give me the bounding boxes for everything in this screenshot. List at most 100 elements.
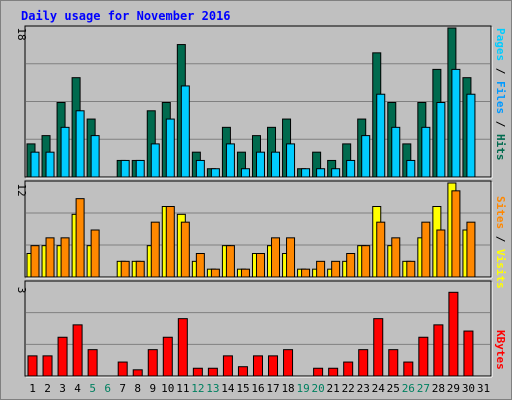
- bar-files: [90, 135, 100, 178]
- bar-sites: [60, 237, 70, 278]
- bar-files: [421, 126, 431, 178]
- bar-sites: [135, 260, 145, 278]
- x-tick-label: 4: [74, 382, 81, 395]
- bar-sites: [30, 245, 40, 278]
- bar-sites: [466, 221, 476, 278]
- bar-kbytes: [72, 324, 83, 377]
- bar-kbytes: [162, 336, 173, 377]
- legend-label: Sites / Visits: [494, 196, 507, 289]
- x-tick-label: 12: [191, 382, 204, 395]
- bar-kbytes: [222, 355, 233, 377]
- bar-sites: [210, 268, 220, 278]
- bar-kbytes: [433, 324, 444, 377]
- x-tick-label: 19: [296, 382, 309, 395]
- bar-sites: [180, 221, 190, 278]
- bar-kbytes: [343, 361, 354, 377]
- bar-sites: [150, 221, 160, 278]
- bar-files: [60, 126, 70, 178]
- bar-kbytes: [147, 349, 158, 377]
- bar-kbytes: [237, 366, 248, 377]
- x-tick-label: 5: [89, 382, 96, 395]
- bar-kbytes: [328, 367, 339, 377]
- x-tick-label: 11: [176, 382, 189, 395]
- bar-files: [75, 110, 85, 178]
- bar-files: [180, 85, 190, 178]
- x-tick-label: 23: [357, 382, 370, 395]
- bar-files: [406, 159, 416, 178]
- bar-files: [391, 126, 401, 178]
- x-tick-label: 26: [402, 382, 415, 395]
- x-tick-label: 21: [327, 382, 340, 395]
- bar-kbytes: [27, 355, 38, 377]
- bar-files: [135, 159, 145, 178]
- bar-kbytes: [57, 336, 68, 377]
- bar-sites: [195, 253, 205, 278]
- legend-visits: Visits: [494, 249, 507, 289]
- bar-kbytes: [463, 330, 474, 377]
- bar-sites: [225, 245, 235, 278]
- x-tick-label: 14: [221, 382, 235, 395]
- x-tick-label: 30: [462, 382, 475, 395]
- bar-files: [255, 151, 265, 178]
- bar-files: [316, 168, 326, 178]
- x-tick-label: 8: [134, 382, 141, 395]
- bar-kbytes: [192, 367, 203, 377]
- y-max-label: 12: [15, 183, 28, 196]
- bar-files: [240, 168, 250, 178]
- bar-files: [436, 102, 446, 178]
- x-tick-label: 13: [206, 382, 219, 395]
- bar-files: [165, 118, 175, 178]
- legend-sep: /: [494, 61, 507, 81]
- bar-files: [286, 143, 296, 178]
- legend-label: KBytes: [494, 330, 507, 370]
- bar-sites: [421, 221, 431, 278]
- x-tick-label: 27: [417, 382, 430, 395]
- bar-sites: [406, 260, 416, 278]
- bar-kbytes: [132, 369, 143, 377]
- legend-pages: Pages: [494, 28, 507, 61]
- bar-sites: [286, 237, 296, 278]
- bar-kbytes: [177, 318, 188, 377]
- bar-files: [466, 93, 476, 178]
- x-tick-label: 31: [477, 382, 490, 395]
- x-tick-label: 3: [59, 382, 66, 395]
- chart-title: Daily usage for November 2016: [21, 9, 231, 23]
- bar-sites: [240, 268, 250, 278]
- legend-sep: /: [494, 229, 507, 249]
- bar-files: [301, 168, 311, 178]
- bar-sites: [165, 206, 175, 278]
- y-max-label: 3: [15, 287, 28, 294]
- bar-kbytes: [207, 367, 218, 377]
- bar-files: [195, 159, 205, 178]
- bar-kbytes: [117, 361, 128, 377]
- bar-files: [376, 93, 386, 178]
- y-max-label: 18: [15, 27, 28, 40]
- x-tick-label: 28: [432, 382, 445, 395]
- bar-kbytes: [268, 355, 279, 377]
- legend-sites: Sites: [494, 196, 507, 229]
- bar-kbytes: [403, 361, 414, 377]
- x-tick-label: 24: [372, 382, 386, 395]
- bar-sites: [75, 198, 85, 278]
- x-tick-label: 18: [281, 382, 294, 395]
- bar-sites: [451, 190, 461, 278]
- legend-files: Files: [494, 81, 507, 114]
- bar-sites: [255, 253, 265, 278]
- x-tick-label: 10: [161, 382, 174, 395]
- bar-kbytes: [42, 355, 53, 377]
- bar-sites: [271, 237, 281, 278]
- x-tick-label: 16: [251, 382, 264, 395]
- bar-files: [225, 143, 235, 178]
- bar-sites: [301, 268, 311, 278]
- bar-files: [271, 151, 281, 178]
- x-tick-label: 7: [119, 382, 126, 395]
- bar-kbytes: [252, 355, 263, 377]
- x-tick-label: 6: [104, 382, 111, 395]
- bar-files: [30, 151, 40, 178]
- bar-sites: [45, 237, 55, 278]
- legend-sep: /: [494, 114, 507, 134]
- x-tick-label: 22: [342, 382, 355, 395]
- x-tick-label: 17: [266, 382, 279, 395]
